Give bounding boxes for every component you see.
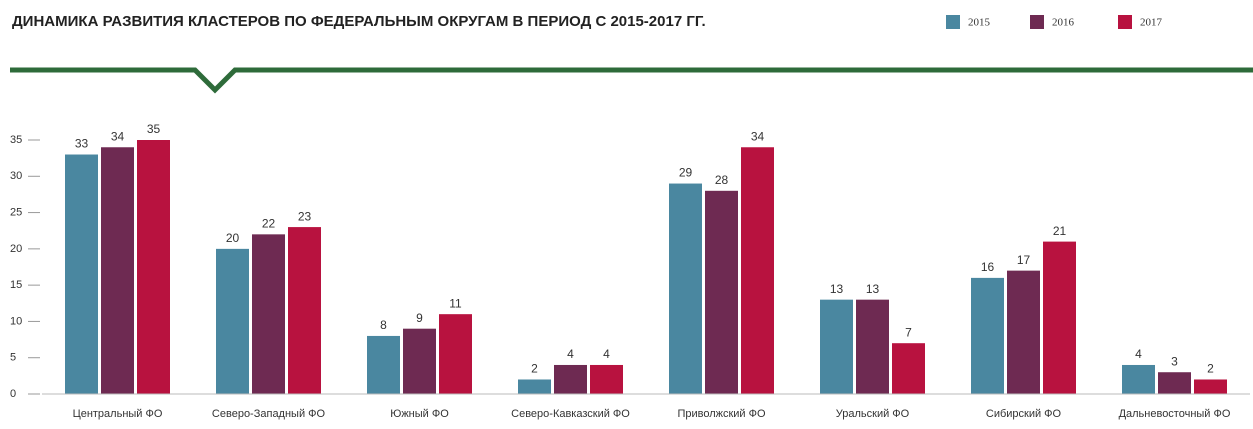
y-tick-label: 30: [10, 170, 22, 182]
x-tick-label: Южный ФО: [390, 408, 449, 420]
value-label: 34: [111, 129, 125, 143]
x-tick-label: Северо-Кавказский ФО: [511, 408, 630, 420]
bar: [554, 364, 587, 394]
value-label: 11: [449, 296, 462, 310]
value-label: 2: [1207, 362, 1214, 376]
value-label: 3: [1171, 354, 1178, 368]
value-label: 16: [981, 260, 995, 274]
bar: [1194, 379, 1227, 394]
value-label: 8: [380, 318, 387, 332]
bar: [669, 183, 702, 394]
value-label: 4: [603, 347, 610, 361]
bar: [518, 379, 551, 394]
legend-swatch: [946, 15, 960, 29]
bar: [1007, 270, 1040, 394]
value-label: 22: [262, 217, 276, 231]
y-tick-label: 25: [10, 206, 22, 218]
bar: [705, 190, 738, 394]
y-tick-label: 5: [10, 352, 16, 364]
legend-swatch: [1030, 15, 1044, 29]
value-label: 20: [226, 231, 240, 245]
x-tick-label: Сибирский ФО: [986, 408, 1062, 420]
bar: [288, 227, 321, 394]
bar: [439, 314, 472, 394]
x-tick-label: Центральный ФО: [73, 408, 163, 420]
value-label: 2: [531, 362, 538, 376]
value-label: 23: [298, 209, 312, 223]
bar: [403, 328, 436, 394]
x-tick-label: Дальневосточный ФО: [1119, 408, 1231, 420]
x-tick-label: Северо-Западный ФО: [212, 408, 326, 420]
value-label: 34: [751, 129, 765, 143]
x-tick-label: Уральский ФО: [836, 408, 910, 420]
chart-title: ДИНАМИКА РАЗВИТИЯ КЛАСТЕРОВ ПО ФЕДЕРАЛЬН…: [12, 13, 706, 30]
y-tick-label: 20: [10, 243, 22, 255]
bar: [741, 147, 774, 394]
value-label: 4: [567, 347, 574, 361]
bar: [252, 234, 285, 394]
legend-label: 2016: [1052, 17, 1075, 29]
value-label: 28: [715, 173, 729, 187]
legend-label: 2017: [1140, 17, 1163, 29]
bar: [216, 248, 249, 394]
bar: [137, 140, 170, 394]
bar: [65, 154, 98, 394]
bar: [101, 147, 134, 394]
bar: [367, 335, 400, 394]
y-tick-label: 0: [10, 388, 16, 400]
bar: [971, 277, 1004, 394]
y-tick-label: 35: [10, 134, 22, 146]
bar: [1043, 241, 1076, 394]
bar: [590, 364, 623, 394]
value-label: 7: [905, 325, 912, 339]
bar: [1158, 372, 1191, 394]
value-label: 9: [416, 311, 423, 325]
x-tick-label: Приволжский ФО: [677, 408, 766, 420]
value-label: 35: [147, 122, 161, 136]
value-label: 21: [1053, 224, 1067, 238]
bar: [856, 299, 889, 394]
value-label: 33: [75, 137, 89, 151]
legend-label: 2015: [968, 17, 991, 29]
bar: [892, 343, 925, 394]
bar: [820, 299, 853, 394]
value-label: 17: [1017, 253, 1031, 267]
value-label: 29: [679, 166, 693, 180]
legend-swatch: [1118, 15, 1132, 29]
y-tick-label: 15: [10, 279, 22, 291]
value-label: 4: [1135, 347, 1142, 361]
value-label: 13: [830, 282, 844, 296]
bar: [1122, 364, 1155, 394]
y-tick-label: 10: [10, 315, 22, 327]
header-rule: [10, 67, 1253, 94]
value-label: 13: [866, 282, 880, 296]
